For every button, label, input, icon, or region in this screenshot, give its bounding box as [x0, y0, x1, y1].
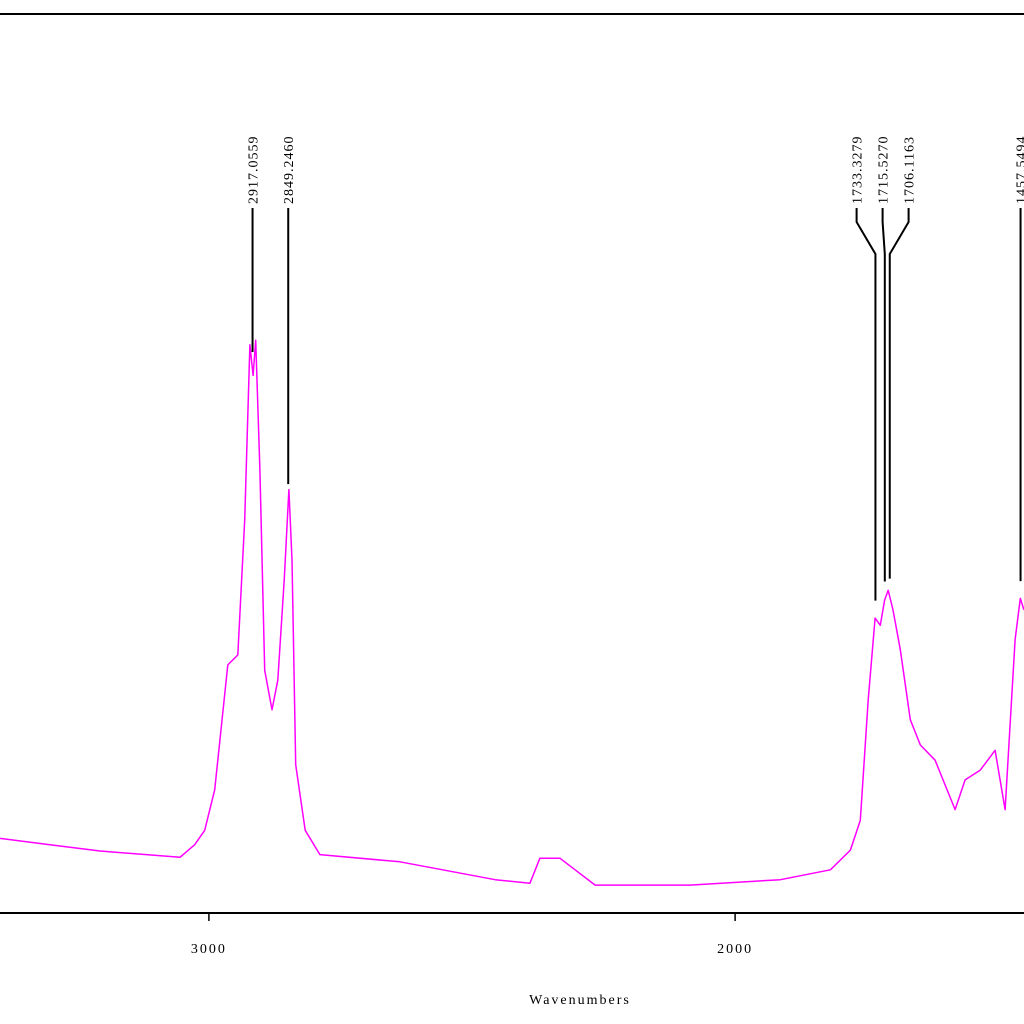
peak-label: 2917.0559: [247, 136, 262, 205]
x-tick-label: 3000: [191, 942, 227, 957]
x-axis-title: Wavenumbers: [529, 993, 631, 1008]
peak-label: 2849.2460: [282, 136, 297, 205]
peak-label: 1706.1163: [903, 136, 918, 204]
peak-leader: [855, 208, 877, 601]
x-tick-label: 2000: [717, 942, 753, 957]
peak-leader: [881, 208, 886, 582]
peak-label: 1733.3279: [851, 136, 866, 205]
peak-leader: [888, 208, 910, 579]
spectrum-line: [0, 339, 1024, 886]
peak-label: 1457.5494: [1015, 136, 1024, 205]
peak-label: 1715.5270: [877, 136, 892, 205]
